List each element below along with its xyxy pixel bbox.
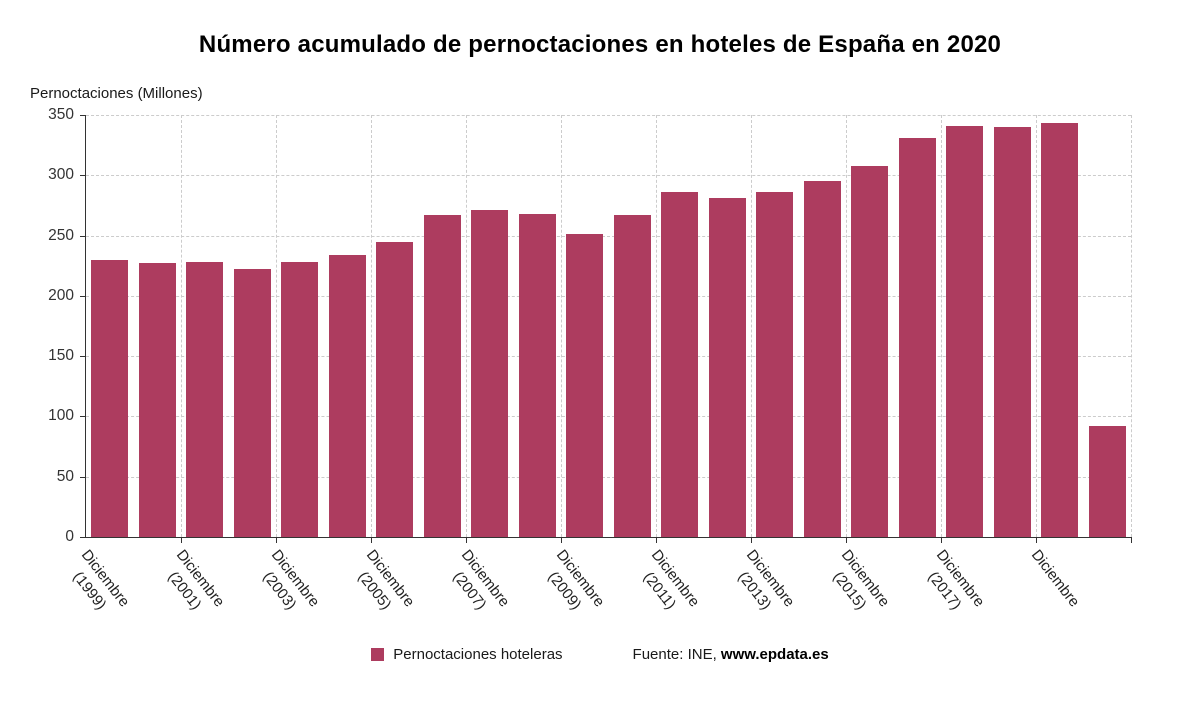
h-gridline — [86, 476, 1131, 478]
x-tick-label: Diciembre (2009) — [545, 546, 635, 613]
bar-2010[interactable] — [613, 215, 651, 537]
bar-2001[interactable] — [186, 262, 224, 537]
v-gridline — [656, 115, 657, 537]
bar-2003[interactable] — [281, 262, 319, 537]
bar-2004[interactable] — [328, 254, 366, 537]
bar-2000[interactable] — [138, 263, 176, 537]
x-tick-mark — [561, 537, 562, 543]
x-tick-label: Diciembre (2011) — [640, 546, 730, 613]
h-gridline — [86, 356, 1131, 358]
x-tick-label: Diciembre (2017) — [925, 546, 1015, 613]
h-gridline — [86, 175, 1131, 177]
y-tick-label: 250 — [48, 226, 74, 244]
y-tick-label: 200 — [48, 286, 74, 304]
h-gridline — [86, 295, 1131, 297]
bar-2005[interactable] — [376, 241, 414, 537]
bar-2019[interactable] — [1041, 123, 1079, 537]
x-tick-mark — [846, 537, 847, 543]
y-tick-mark — [80, 356, 86, 358]
source-label: Fuente: INE, — [632, 646, 721, 663]
h-gridline — [86, 235, 1131, 237]
legend-label: Pernoctaciones hoteleras — [393, 646, 563, 663]
x-tick-mark — [466, 537, 467, 543]
y-axis-title: Pernoctaciones (Millones) — [30, 85, 203, 102]
x-tick-label: Diciembre (2001) — [165, 546, 255, 613]
legend-swatch-icon — [371, 648, 385, 661]
bar-2002[interactable] — [233, 269, 271, 537]
bar-2020[interactable] — [1088, 426, 1126, 537]
y-tick-mark — [80, 175, 86, 177]
x-tick-label-month: Diciembre — [1027, 546, 1083, 611]
v-gridline — [846, 115, 847, 537]
v-gridline — [466, 115, 467, 537]
y-tick-mark — [80, 476, 86, 478]
legend-item-pernoctaciones[interactable]: Pernoctaciones hoteleras — [371, 646, 563, 663]
bar-2014[interactable] — [803, 181, 841, 537]
bar-2016[interactable] — [898, 137, 936, 537]
x-tick-label: Diciembre (2013) — [735, 546, 825, 613]
v-gridline — [276, 115, 277, 537]
y-tick-label: 0 — [65, 528, 74, 545]
y-tick-label: 350 — [48, 106, 74, 123]
bar-1999[interactable] — [91, 259, 129, 537]
bar-2018[interactable] — [993, 127, 1031, 537]
h-gridline — [86, 115, 1131, 116]
x-tick-label: Diciembre (2015) — [830, 546, 920, 613]
x-tick-label: Diciembre (2005) — [355, 546, 445, 613]
x-tick-mark — [181, 537, 182, 543]
bar-2012[interactable] — [708, 198, 746, 537]
y-tick-label: 300 — [48, 166, 74, 184]
x-tick-mark — [276, 537, 277, 543]
x-tick-mark — [1036, 537, 1037, 543]
bar-2006[interactable] — [423, 215, 461, 537]
chart-title: Número acumulado de pernoctaciones en ho… — [198, 31, 1002, 58]
bar-2015[interactable] — [851, 165, 889, 537]
v-gridline — [751, 115, 752, 537]
x-tick-label: Diciembre (2003) — [260, 546, 350, 613]
y-tick-mark — [80, 537, 86, 538]
x-tick-mark — [1131, 537, 1132, 543]
bar-2008[interactable] — [518, 213, 556, 537]
bar-2007[interactable] — [471, 210, 509, 537]
x-tick-label: Diciembre (1999) — [70, 546, 160, 613]
x-tick-mark — [656, 537, 657, 543]
source-text: Fuente: INE, www.epdata.es — [633, 646, 829, 663]
v-gridline — [561, 115, 562, 537]
v-gridline — [371, 115, 372, 537]
x-tick-mark — [751, 537, 752, 543]
y-tick-mark — [80, 235, 86, 237]
v-gridline — [181, 115, 182, 537]
bar-2017[interactable] — [946, 125, 984, 537]
x-tick-mark — [941, 537, 942, 543]
y-tick-label: 150 — [48, 347, 74, 365]
v-gridline — [1036, 115, 1037, 537]
bar-2013[interactable] — [756, 192, 794, 537]
y-tick-label: 50 — [56, 467, 74, 485]
x-tick-label: Diciembre — [1028, 546, 1110, 611]
chart-footer: Pernoctaciones hoteleras Fuente: INE, ww… — [0, 646, 1200, 663]
v-gridline — [1131, 115, 1132, 537]
y-tick-mark — [80, 416, 86, 418]
x-tick-mark — [371, 537, 372, 543]
h-gridline — [86, 416, 1131, 418]
v-gridline — [941, 115, 942, 537]
bar-2011[interactable] — [661, 192, 699, 537]
x-tick-label: Diciembre (2007) — [450, 546, 540, 613]
y-tick-mark — [80, 115, 86, 116]
y-tick-label: 100 — [48, 407, 74, 425]
source-site-link[interactable]: www.epdata.es — [720, 646, 829, 663]
bar-2009[interactable] — [566, 234, 604, 537]
y-tick-mark — [80, 295, 86, 297]
plot-area: 0 50 100 150 200 250 300 350 Diciembre (1999) Dici… — [48, 106, 1132, 613]
